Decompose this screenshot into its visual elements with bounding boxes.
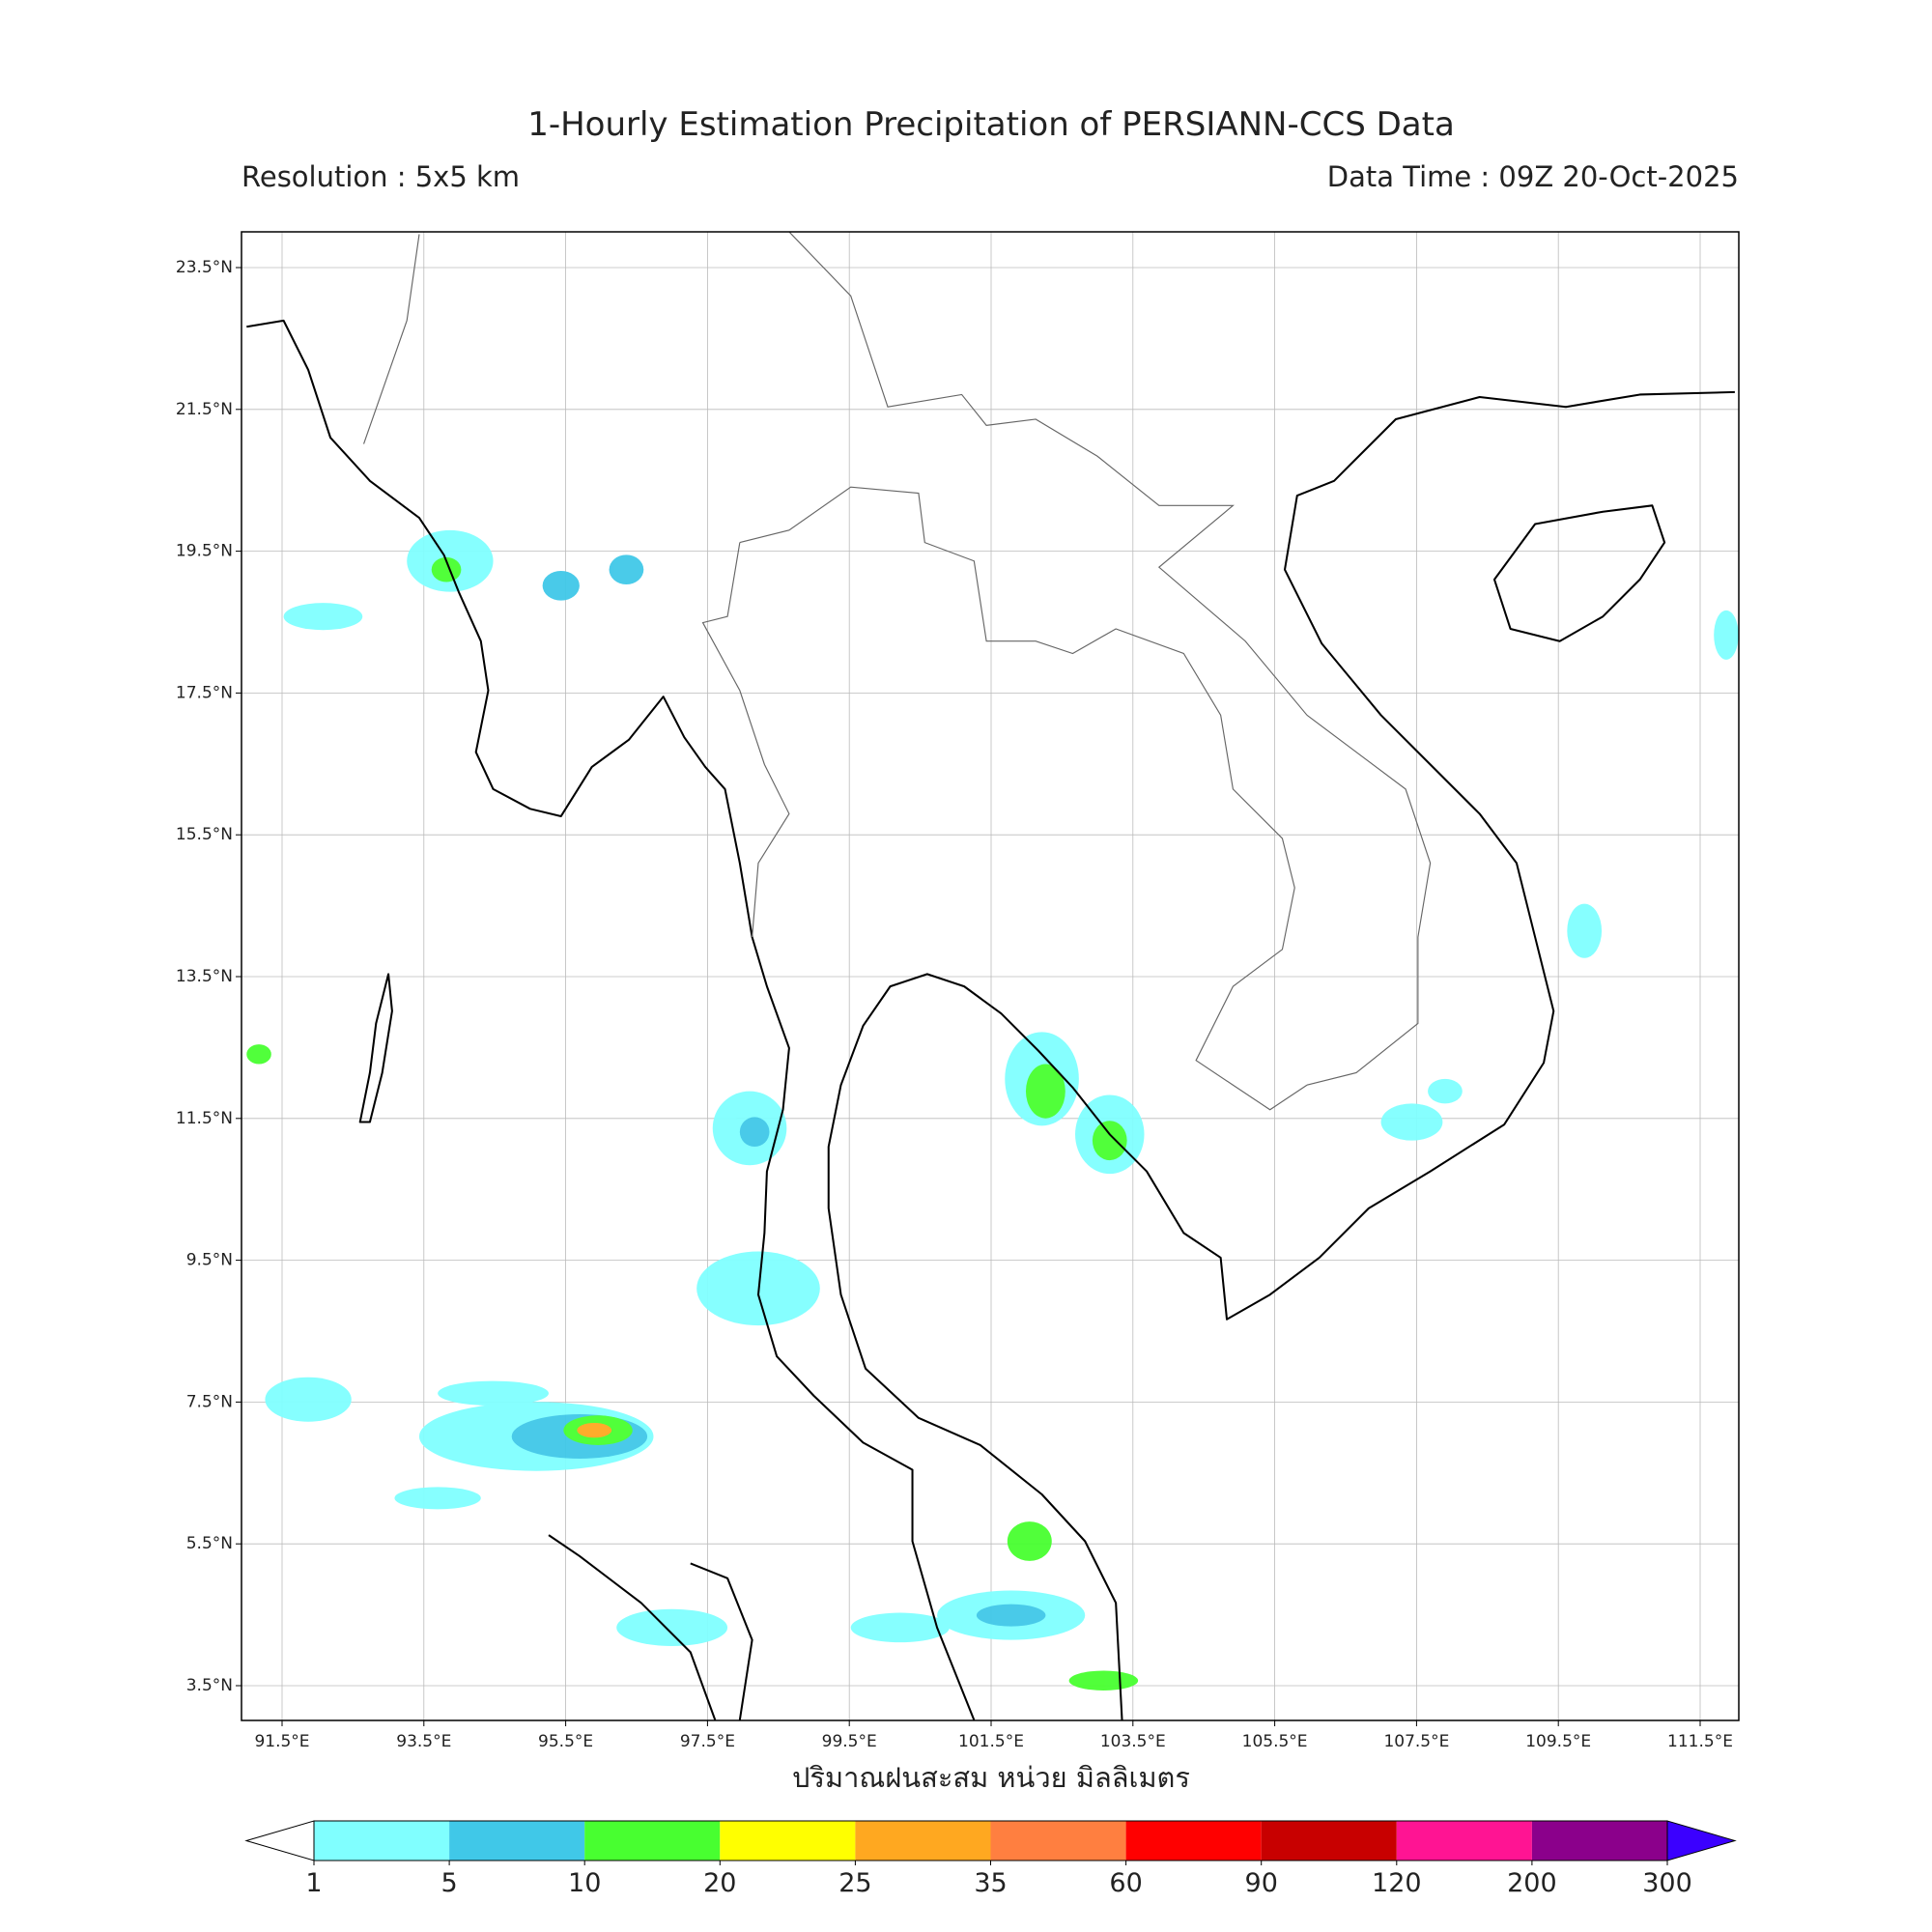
- rain-area: [438, 1380, 549, 1406]
- colorbar-tick-label: 300: [1642, 1868, 1692, 1898]
- country-borders: [362, 232, 1432, 1111]
- rain-area: [1714, 610, 1739, 660]
- data-time-label: Data Time : 09Z 20-Oct-2025: [1327, 160, 1739, 193]
- rain-area: [246, 1044, 271, 1065]
- rain-area: [577, 1422, 612, 1438]
- colorbar-tick-label: 25: [838, 1868, 871, 1898]
- colorbar-segment: [990, 1821, 1126, 1861]
- rain-area: [850, 1612, 950, 1643]
- rain-area: [1007, 1521, 1052, 1561]
- rain-area: [1068, 1670, 1139, 1690]
- rain-area: [616, 1608, 728, 1646]
- colorbar-over: [1666, 1820, 1737, 1861]
- colorbar-segment: [855, 1821, 991, 1861]
- colorbar-tick-label: 20: [703, 1868, 736, 1898]
- lat-tick-label: 7.5°N: [186, 1392, 233, 1411]
- colorbar-under: [244, 1820, 315, 1861]
- coastline-mainland: [246, 319, 976, 1720]
- rain-area: [976, 1604, 1046, 1627]
- lat-tick-label: 3.5°N: [186, 1676, 233, 1695]
- colorbar-tick-label: 60: [1109, 1868, 1142, 1898]
- map-title: 1-Hourly Estimation Precipitation of PER…: [527, 105, 1455, 144]
- rain-area: [394, 1487, 481, 1510]
- rain-area: [431, 556, 462, 582]
- coastline-hainan: [1492, 504, 1666, 642]
- coastline-east: [827, 390, 1735, 1720]
- lon-tick-label: 101.5°E: [958, 1732, 1024, 1751]
- resolution-label: Resolution : 5x5 km: [242, 160, 520, 193]
- lat-tick-label: 15.5°N: [176, 825, 233, 844]
- colorbar-tick-label: 200: [1507, 1868, 1557, 1898]
- colorbar-segment: [1396, 1821, 1532, 1861]
- precipitation-layer: [246, 529, 1739, 1690]
- rain-area: [1567, 903, 1603, 958]
- lon-tick-label: 91.5°E: [254, 1732, 309, 1751]
- rain-area: [283, 603, 363, 631]
- lat-tick-label: 9.5°N: [186, 1251, 233, 1270]
- colorbar-tick-label: 90: [1245, 1868, 1278, 1898]
- colorbar-segment: [1261, 1821, 1397, 1861]
- rain-area: [1025, 1064, 1065, 1119]
- colorbar-tick-label: 120: [1372, 1868, 1422, 1898]
- lon-tick-label: 97.5°E: [680, 1732, 735, 1751]
- colorbar-segment: [449, 1821, 585, 1861]
- rain-area: [542, 570, 580, 601]
- axis-ticks: 91.5°E 93.5°E 95.5°E 97.5°E 99.5°E 101.5°E 103…: [176, 258, 1733, 1751]
- colorbar-label: ปริมาณฝนสะสม หน่วย มิลลิเมตร: [792, 1761, 1190, 1794]
- lon-tick-label: 95.5°E: [538, 1732, 593, 1751]
- colorbar-segment: [1125, 1821, 1262, 1861]
- lon-tick-label: 107.5°E: [1383, 1732, 1449, 1751]
- lon-tick-label: 103.5°E: [1100, 1732, 1166, 1751]
- rain-area: [609, 554, 644, 585]
- colorbar-segment: [314, 1821, 450, 1861]
- colorbar-tick-label: 10: [568, 1868, 601, 1898]
- lat-tick-label: 19.5°N: [176, 542, 233, 561]
- lat-tick-label: 21.5°N: [176, 400, 233, 419]
- rain-area: [1428, 1078, 1463, 1104]
- grid: [242, 232, 1739, 1720]
- lat-tick-label: 23.5°N: [176, 258, 233, 277]
- rain-area: [1380, 1103, 1443, 1141]
- lon-tick-label: 105.5°E: [1242, 1732, 1308, 1751]
- rain-area: [265, 1377, 352, 1422]
- lat-tick-label: 5.5°N: [186, 1534, 233, 1553]
- lon-tick-label: 99.5°E: [822, 1732, 877, 1751]
- lon-tick-label: 93.5°E: [396, 1732, 451, 1751]
- colorbar-tick-label: 35: [974, 1868, 1007, 1898]
- lon-tick-label: 111.5°E: [1667, 1732, 1733, 1751]
- rain-area: [1092, 1121, 1127, 1161]
- colorbar-segment: [720, 1821, 856, 1861]
- colorbar-segment: [584, 1821, 721, 1861]
- colorbar-segment: [1531, 1821, 1667, 1861]
- coastline-andaman: [358, 973, 393, 1123]
- map-layers: [246, 232, 1739, 1720]
- colorbar: 1 5 10 20 25 35 60 90 120 200 300: [244, 1820, 1737, 1898]
- coastline-sumatra: [548, 1534, 753, 1720]
- lon-tick-label: 109.5°E: [1525, 1732, 1591, 1751]
- map-area: [246, 232, 1739, 1720]
- rain-area: [739, 1117, 770, 1148]
- lat-tick-label: 17.5°N: [176, 683, 233, 702]
- colorbar-tick-label: 1: [305, 1868, 322, 1898]
- colorbar-tick-label: 5: [441, 1868, 458, 1898]
- lat-tick-label: 11.5°N: [176, 1109, 233, 1128]
- lat-tick-label: 13.5°N: [176, 967, 233, 986]
